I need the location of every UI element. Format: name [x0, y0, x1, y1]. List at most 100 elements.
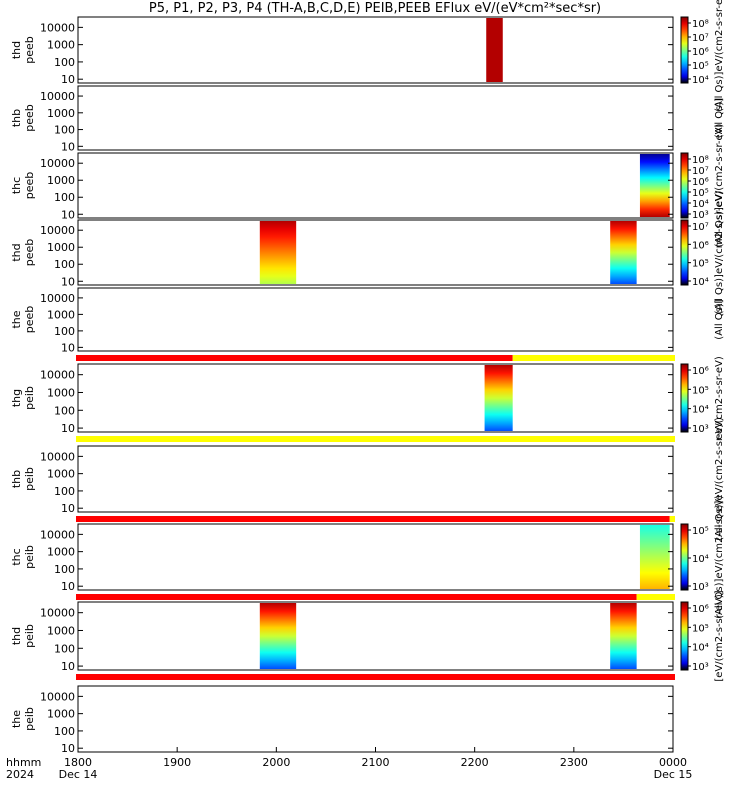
panel-species-label-7: peib	[23, 545, 36, 569]
colorbar-tick-label-5-2: 10⁵	[692, 385, 709, 396]
colorbar-tick-label-8-1: 10⁴	[692, 643, 709, 654]
spectrogram-block-0-0	[486, 18, 503, 82]
panel-frame-2	[77, 152, 674, 219]
panel-frame-3	[77, 219, 674, 286]
colorbar-tick-label-2-1: 10⁴	[692, 199, 709, 210]
colorbar-tick-label-2-0: 10³	[692, 210, 709, 221]
panel-probe-label-7: thc	[10, 548, 23, 565]
mode-bar-red-8	[673, 674, 675, 680]
y-tick-label-5-3: 10000	[40, 369, 75, 382]
panel-frame-4	[77, 287, 674, 352]
y-tick-label-4-1: 100	[54, 325, 75, 338]
y-tick-label-8-2: 1000	[47, 624, 75, 637]
y-tick-label-4-0: 10	[61, 341, 75, 354]
y-tick-label-3-1: 100	[54, 258, 75, 271]
colorbar-5	[680, 363, 689, 433]
spectrogram-block-3-1	[610, 221, 637, 284]
y-tick-label-8-0: 10	[61, 660, 75, 673]
colorbar-label-8: [eV/(cm2-s-sr-eV)]	[714, 590, 725, 681]
colorbar-tick-label-5-1: 10⁴	[692, 405, 709, 416]
mode-bar-red-6	[76, 516, 670, 522]
colorbar-tick-label-2-2: 10⁵	[692, 188, 709, 199]
panel-species-label-5: peib	[23, 386, 36, 410]
colorbar-tick-label-5-3: 10⁶	[692, 366, 709, 377]
colorbar-tick-label-2-3: 10⁶	[692, 177, 709, 188]
colorbar-label-1: (All Qs)]	[714, 98, 725, 138]
y-tick-label-9-3: 10000	[40, 690, 75, 703]
colorbar-label-6: (All Qs)]eV/(cm2-s-sr-eV)	[714, 417, 725, 541]
y-tick-label-0-2: 1000	[47, 39, 75, 52]
chart-title: P5, P1, P2, P3, P4 (TH-A,B,C,D,E) PEIB,P…	[148, 1, 602, 16]
colorbar-tick-label-7-2: 10⁵	[692, 526, 709, 537]
panel-frame-8	[77, 601, 674, 671]
panel-frame-1	[77, 85, 674, 151]
mode-bar-yellow-4	[512, 355, 675, 361]
y-tick-label-3-0: 10	[61, 275, 75, 288]
mode-bar-yellow-5	[76, 436, 675, 442]
x-tick-label-5: 2300	[560, 756, 588, 769]
x-row-label-hhmm: hhmm	[6, 756, 41, 769]
colorbar-label-0: (All Qs)]eV/(cm2-s-sr-eV)	[714, 0, 725, 112]
panel-frame-0	[77, 16, 674, 84]
y-tick-label-6-0: 10	[61, 502, 75, 515]
x-tick-label-0: 1800	[64, 756, 92, 769]
y-tick-label-6-2: 1000	[47, 468, 75, 481]
spectrogram-block-2-0	[639, 154, 670, 217]
colorbar-8	[680, 601, 689, 671]
panel-probe-label-2: thc	[10, 177, 23, 194]
panel-frame-7	[77, 523, 674, 591]
colorbar-tick-label-8-0: 10³	[692, 662, 709, 673]
y-tick-label-6-3: 10000	[40, 450, 75, 463]
y-tick-label-1-0: 10	[61, 140, 75, 153]
y-tick-label-8-1: 100	[54, 642, 75, 655]
panel-species-label-6: peib	[23, 467, 36, 491]
colorbar-tick-label-0-3: 10⁷	[692, 33, 709, 44]
spectrogram-block-8-0	[259, 603, 297, 669]
panel-frame-5	[77, 363, 674, 433]
y-tick-label-1-2: 1000	[47, 107, 75, 120]
panel-species-label-9: peib	[23, 707, 36, 731]
mode-bar-red-7	[76, 594, 637, 600]
colorbar-tick-label-3-2: 10⁶	[692, 240, 709, 251]
y-tick-label-6-1: 100	[54, 485, 75, 498]
spectrogram-block-3-0	[259, 221, 297, 284]
colorbar-tick-label-3-3: 10⁷	[692, 222, 709, 233]
panel-probe-label-4: the	[10, 310, 23, 328]
panel-species-label-4: peeb	[23, 306, 36, 334]
colorbar-tick-label-0-0: 10⁴	[692, 75, 709, 86]
y-tick-label-9-1: 100	[54, 725, 75, 738]
colorbar-2	[680, 152, 689, 219]
colorbar-tick-label-5-0: 10³	[692, 424, 709, 435]
colorbar-label-4: (All Qs)]	[714, 299, 725, 339]
colorbar-tick-label-8-2: 10⁵	[692, 623, 709, 634]
y-tick-label-4-3: 10000	[40, 292, 75, 305]
colorbar-0	[680, 16, 689, 84]
y-tick-label-0-0: 10	[61, 73, 75, 86]
colorbar-tick-label-3-1: 10⁵	[692, 259, 709, 270]
colorbar-label-5: eV/(cm2-s-sr-eV)	[714, 356, 725, 440]
x-tick-label-2: 2000	[262, 756, 290, 769]
colorbar-tick-label-7-1: 10⁴	[692, 554, 709, 565]
y-tick-label-9-0: 10	[61, 742, 75, 755]
colorbar-3	[680, 219, 689, 286]
colorbar-tick-label-2-4: 10⁷	[692, 166, 709, 177]
colorbar-7	[680, 523, 689, 591]
y-tick-label-1-1: 100	[54, 124, 75, 137]
y-tick-label-3-3: 10000	[40, 224, 75, 237]
mode-bar-yellow-6	[669, 516, 675, 522]
x-start-date-label: Dec 14	[59, 768, 98, 781]
colorbar-tick-label-0-4: 10⁸	[692, 19, 709, 30]
panel-frame-6	[77, 445, 674, 513]
panel-probe-label-6: thb	[10, 470, 23, 488]
y-tick-label-3-2: 1000	[47, 241, 75, 254]
colorbar-tick-label-8-3: 10⁶	[692, 604, 709, 615]
x-tick-label-4: 2200	[461, 756, 489, 769]
x-end-date-label: Dec 15	[654, 768, 693, 781]
y-tick-label-5-1: 100	[54, 404, 75, 417]
colorbar-tick-label-0-1: 10⁵	[692, 61, 709, 72]
panel-probe-label-1: thb	[10, 109, 23, 127]
y-tick-label-2-3: 10000	[40, 157, 75, 170]
y-tick-label-1-3: 10000	[40, 90, 75, 103]
y-tick-label-9-2: 1000	[47, 708, 75, 721]
colorbar-tick-label-2-5: 10⁸	[692, 155, 709, 166]
